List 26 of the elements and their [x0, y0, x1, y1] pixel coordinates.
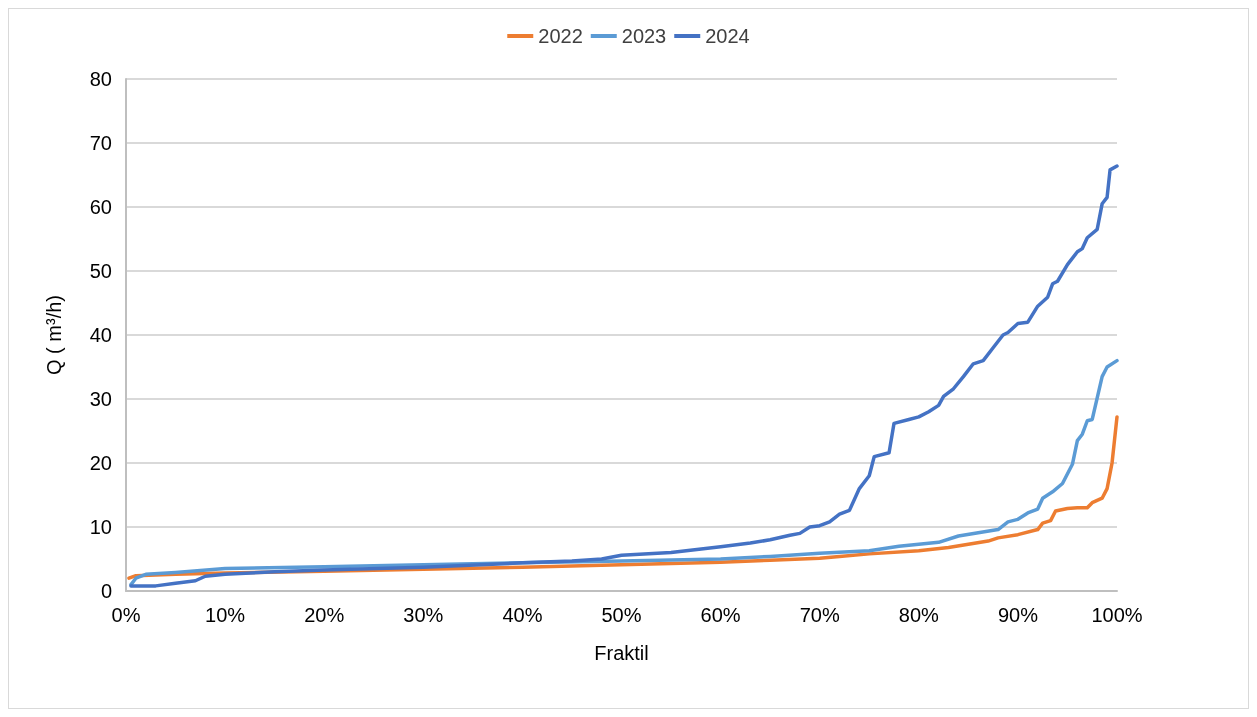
legend-label: 2023	[621, 25, 667, 47]
y-tick-label: 70	[89, 132, 112, 154]
line-series	[129, 164, 1119, 588]
y-tick-label: 20	[89, 452, 112, 474]
y-tick-label: 0	[100, 580, 112, 602]
x-tick-label: 30%	[403, 604, 444, 626]
y-tick-label: 30	[89, 388, 112, 410]
x-tick-label: 40%	[502, 604, 543, 626]
legend-label: 2024	[705, 25, 750, 47]
y-tick-label: 50	[89, 260, 112, 282]
y-tick-label: 80	[89, 68, 112, 90]
y-tick-label: 60	[89, 196, 112, 218]
x-tick-label: 50%	[601, 604, 642, 626]
x-tick-label: 20%	[304, 604, 345, 626]
x-tick-label: 80%	[898, 604, 940, 626]
x-tick-label: 60%	[700, 604, 741, 626]
x-tick-label: 10%	[205, 604, 246, 626]
y-tick-label: 40	[89, 324, 112, 346]
x-tick-label: 90%	[997, 604, 1039, 626]
x-tick-label: 70%	[799, 604, 840, 626]
x-axis-title: Fraktil	[594, 642, 649, 664]
y-tick-label: 10	[89, 516, 112, 538]
x-tick-label: 0%	[111, 604, 141, 626]
legend-label: 2022	[538, 25, 583, 47]
y-axis-title: Q ( m³/h)	[43, 295, 65, 375]
x-tick-label: 100%	[1091, 604, 1143, 626]
